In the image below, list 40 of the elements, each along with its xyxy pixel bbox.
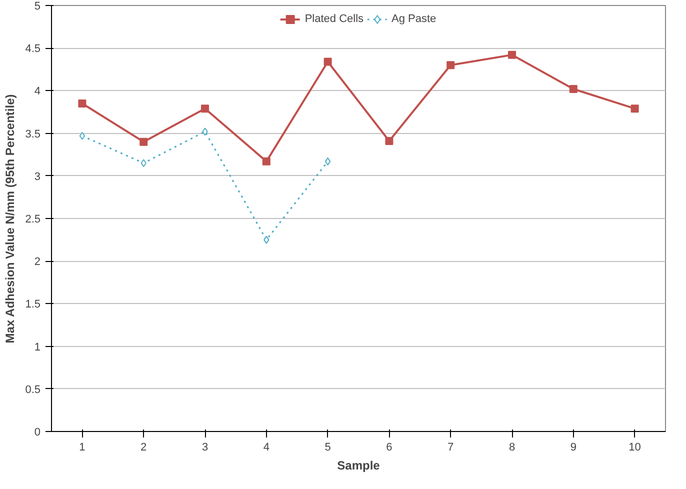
y-tick-label: 0 <box>34 426 41 438</box>
x-tick-label: 10 <box>628 442 641 454</box>
x-tick-label: 5 <box>324 442 331 454</box>
point <box>630 104 639 113</box>
x-tick-label: 2 <box>140 442 147 454</box>
point <box>201 104 209 113</box>
x-tick-label: 7 <box>448 442 454 454</box>
y-tick-label: 2 <box>34 256 41 268</box>
y-tick-label: 3 <box>34 170 41 183</box>
point <box>324 58 332 66</box>
point <box>79 132 86 140</box>
y-tick-label: 2.5 <box>25 214 41 226</box>
y-tick-label: 0.5 <box>25 384 41 396</box>
point <box>262 157 270 166</box>
point <box>569 84 578 93</box>
point <box>264 236 270 244</box>
x-tick-label: 8 <box>508 442 516 454</box>
x-tick-label: 4 <box>263 442 270 454</box>
legend-label: Ag Paste <box>392 13 436 25</box>
point <box>202 128 208 136</box>
y-tick-label: 4 <box>34 86 41 98</box>
x-tick-label: 1 <box>79 442 86 454</box>
point <box>446 61 455 70</box>
y-tick-label: 3.5 <box>25 128 41 140</box>
x-axis-title: Sample <box>337 458 380 472</box>
point <box>324 157 331 166</box>
point <box>508 50 516 59</box>
point <box>140 159 146 168</box>
y-tick-label: 5 <box>34 0 41 12</box>
x-tick-label: 3 <box>202 442 208 454</box>
y-tick-label: 1.5 <box>25 298 41 311</box>
x-tick-label: 9 <box>570 442 576 454</box>
point <box>140 138 148 146</box>
point <box>385 136 394 145</box>
y-axis-title: Max Adhesion Value N/mm (95th Percentile) <box>3 94 18 344</box>
point <box>78 99 86 108</box>
x-tick-label: 6 <box>386 442 392 454</box>
y-tick-label: 4.5 <box>25 43 41 56</box>
legend-label: Plated Cells <box>304 13 364 25</box>
y-tick-label: 1 <box>34 341 41 354</box>
